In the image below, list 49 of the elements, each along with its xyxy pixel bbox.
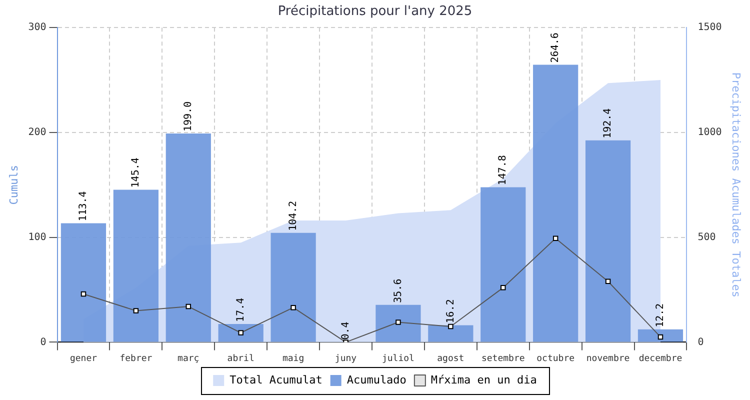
y-tick-label: 200 [28, 127, 46, 138]
bar [533, 64, 578, 342]
y2-tick-label: 500 [698, 232, 716, 243]
bar [166, 134, 211, 342]
x-tick-label: juny [334, 354, 358, 364]
y2-tick-label: 1500 [698, 22, 722, 34]
data-label: 35.6 [392, 278, 404, 303]
chart-title: Précipitations pour l'any 2025 [278, 4, 472, 20]
data-label: 199.0 [182, 101, 194, 132]
bar [480, 187, 526, 342]
y2-axis-title: Precipitaciones Acumulades Totales [730, 72, 743, 298]
data-label: 192.4 [602, 108, 614, 138]
data-label: 264.6 [550, 32, 562, 63]
legend-label: Total Acumulat [230, 373, 322, 386]
data-label: 104.2 [288, 200, 299, 231]
legend-label: Mŕxima en un dia [430, 373, 537, 386]
x-tick-label: maig [282, 354, 304, 364]
x-tick-label: agost [437, 354, 464, 364]
bar [113, 190, 158, 342]
data-label: 147.8 [498, 155, 509, 186]
legend-label: Acumulado [346, 373, 406, 386]
data-label: 12.2 [655, 303, 666, 328]
bar [60, 223, 106, 342]
x-tick-label: juliol [382, 354, 414, 364]
x-tick-label: decembre [638, 354, 682, 364]
data-label: 16.2 [445, 299, 456, 324]
bar [428, 325, 474, 342]
y2-tick-label: 0 [698, 336, 704, 348]
y-tick-label: 100 [28, 232, 46, 243]
y-axis-title: Cumuls [7, 165, 20, 205]
data-label: 145.4 [130, 158, 142, 188]
data-label: 17.4 [235, 298, 246, 322]
y-tick-label: 300 [28, 22, 46, 34]
x-tick-label: setembre [481, 354, 525, 364]
data-label: 113.4 [78, 191, 90, 222]
data-label: 0.4 [340, 322, 352, 340]
x-tick-label: octubre [536, 354, 575, 364]
y-tick-label: 0 [40, 336, 46, 348]
x-tick-label: novembre [586, 354, 630, 364]
x-tick-label: gener [70, 354, 98, 364]
x-tick-label: març [178, 354, 200, 364]
x-tick-label: abril [227, 354, 254, 364]
y2-tick-label: 1000 [698, 127, 722, 138]
bar [376, 304, 421, 342]
bar [218, 324, 264, 342]
bar [585, 140, 631, 342]
bar [270, 232, 316, 342]
x-tick-label: febrer [120, 354, 153, 364]
bar [638, 329, 684, 342]
